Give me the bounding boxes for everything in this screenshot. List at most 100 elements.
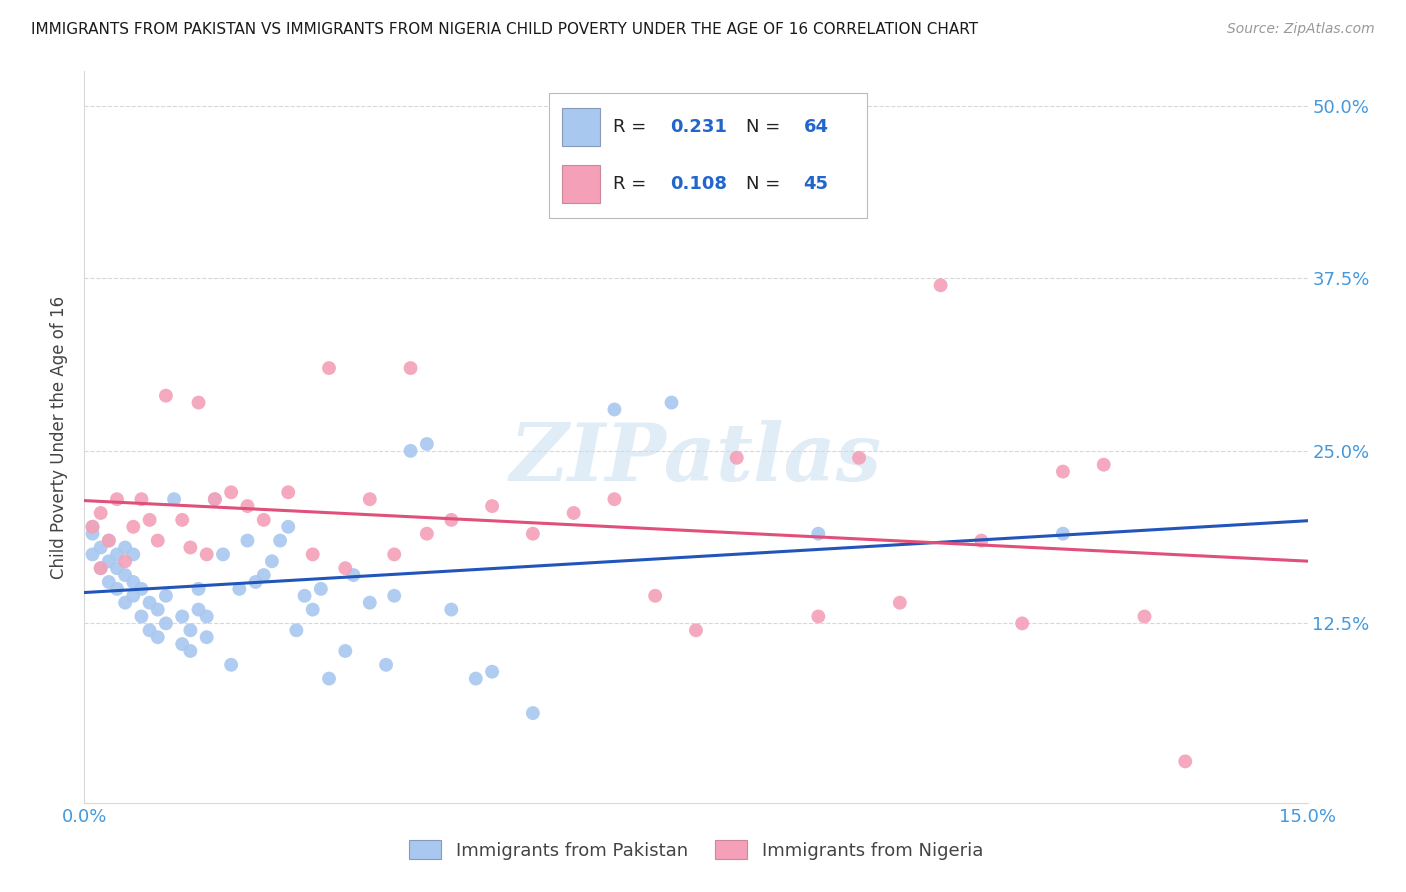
Point — [172, 513, 194, 527]
Point — [219, 657, 242, 672]
Point — [179, 624, 201, 638]
Point — [179, 541, 201, 555]
Point — [1092, 458, 1115, 472]
Point — [90, 541, 112, 555]
Point — [440, 513, 463, 527]
Point — [114, 541, 136, 555]
Point — [155, 616, 177, 631]
Point — [375, 657, 398, 672]
Point — [382, 548, 405, 562]
Point — [260, 554, 283, 568]
Point — [82, 526, 104, 541]
Point — [382, 589, 405, 603]
Point — [481, 499, 503, 513]
Point — [416, 526, 439, 541]
Point — [685, 624, 707, 638]
Point — [464, 672, 486, 686]
Text: IMMIGRANTS FROM PAKISTAN VS IMMIGRANTS FROM NIGERIA CHILD POVERTY UNDER THE AGE : IMMIGRANTS FROM PAKISTAN VS IMMIGRANTS F… — [31, 22, 979, 37]
Point — [97, 533, 120, 548]
Point — [146, 630, 169, 644]
Point — [187, 602, 209, 616]
Point — [228, 582, 250, 596]
Point — [146, 533, 169, 548]
Point — [318, 672, 340, 686]
Point — [440, 602, 463, 616]
Point — [97, 554, 120, 568]
Point — [253, 568, 276, 582]
Point — [82, 520, 104, 534]
Point — [97, 574, 120, 589]
Point — [105, 561, 128, 575]
Point — [399, 443, 422, 458]
Point — [187, 395, 209, 409]
Point — [122, 548, 145, 562]
Point — [603, 402, 626, 417]
Point — [122, 589, 145, 603]
Point — [90, 561, 112, 575]
Point — [122, 520, 145, 534]
Point — [253, 513, 276, 527]
Point — [105, 582, 128, 596]
Point — [562, 506, 585, 520]
Point — [195, 630, 218, 644]
Point — [163, 492, 186, 507]
Point — [219, 485, 242, 500]
Point — [522, 706, 544, 720]
Point — [90, 506, 112, 520]
Point — [335, 561, 357, 575]
Point — [138, 596, 160, 610]
Point — [603, 492, 626, 507]
Point — [82, 548, 104, 562]
Point — [889, 596, 911, 610]
Point — [131, 492, 153, 507]
Point — [90, 561, 112, 575]
Point — [725, 450, 748, 465]
Point — [212, 548, 235, 562]
Point — [644, 589, 666, 603]
Point — [301, 548, 323, 562]
Point — [236, 533, 259, 548]
Point — [172, 637, 194, 651]
Point — [138, 624, 160, 638]
Point — [522, 526, 544, 541]
Point — [301, 602, 323, 616]
Point — [399, 361, 422, 376]
Point — [204, 492, 226, 507]
Point — [359, 492, 381, 507]
Point — [1052, 465, 1074, 479]
Point — [277, 520, 299, 534]
Point — [285, 624, 308, 638]
Text: Source: ZipAtlas.com: Source: ZipAtlas.com — [1227, 22, 1375, 37]
Text: ZIPatlas: ZIPatlas — [510, 420, 882, 498]
Point — [114, 554, 136, 568]
Point — [416, 437, 439, 451]
Point — [1052, 526, 1074, 541]
Point — [114, 568, 136, 582]
Point — [342, 568, 364, 582]
Point — [1174, 755, 1197, 769]
Point — [1133, 609, 1156, 624]
Point — [359, 596, 381, 610]
Point — [807, 526, 830, 541]
Point — [155, 589, 177, 603]
Point — [661, 395, 683, 409]
Point — [105, 548, 128, 562]
Point — [245, 574, 267, 589]
Point — [82, 520, 104, 534]
Point — [1011, 616, 1033, 631]
Point — [195, 609, 218, 624]
Point — [481, 665, 503, 679]
Point — [236, 499, 259, 513]
Point — [848, 450, 870, 465]
Point — [146, 602, 169, 616]
Point — [204, 492, 226, 507]
Legend: Immigrants from Pakistan, Immigrants from Nigeria: Immigrants from Pakistan, Immigrants fro… — [402, 833, 990, 867]
Point — [294, 589, 316, 603]
Point — [172, 609, 194, 624]
Point — [277, 485, 299, 500]
Point — [122, 574, 145, 589]
Point — [970, 533, 993, 548]
Point — [105, 492, 128, 507]
Point — [269, 533, 291, 548]
Point — [97, 533, 120, 548]
